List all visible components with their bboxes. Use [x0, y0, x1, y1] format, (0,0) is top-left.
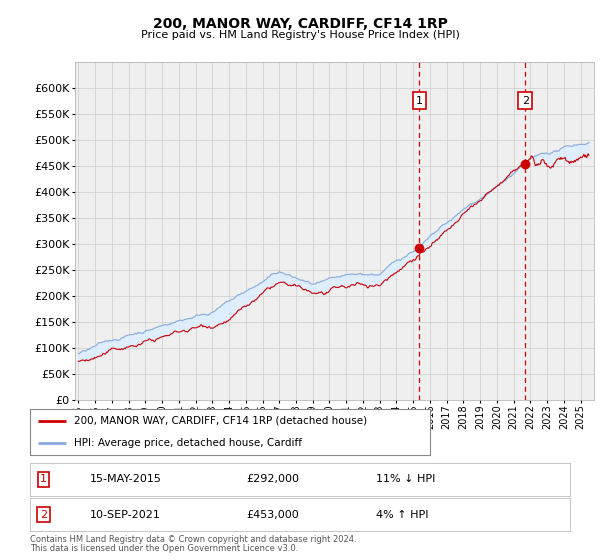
Text: 15-MAY-2015: 15-MAY-2015 — [89, 474, 161, 484]
Text: £453,000: £453,000 — [246, 510, 299, 520]
Text: 1: 1 — [416, 96, 423, 106]
Text: £292,000: £292,000 — [246, 474, 299, 484]
Text: 200, MANOR WAY, CARDIFF, CF14 1RP (detached house): 200, MANOR WAY, CARDIFF, CF14 1RP (detac… — [74, 416, 367, 426]
Text: 4% ↑ HPI: 4% ↑ HPI — [376, 510, 428, 520]
Text: 10-SEP-2021: 10-SEP-2021 — [89, 510, 160, 520]
Text: This data is licensed under the Open Government Licence v3.0.: This data is licensed under the Open Gov… — [30, 544, 298, 553]
Text: 200, MANOR WAY, CARDIFF, CF14 1RP: 200, MANOR WAY, CARDIFF, CF14 1RP — [152, 17, 448, 31]
Text: 1: 1 — [40, 474, 47, 484]
Text: Contains HM Land Registry data © Crown copyright and database right 2024.: Contains HM Land Registry data © Crown c… — [30, 535, 356, 544]
Text: 2: 2 — [521, 96, 529, 106]
Text: Price paid vs. HM Land Registry's House Price Index (HPI): Price paid vs. HM Land Registry's House … — [140, 30, 460, 40]
Text: 2: 2 — [40, 510, 47, 520]
Text: 11% ↓ HPI: 11% ↓ HPI — [376, 474, 435, 484]
Text: HPI: Average price, detached house, Cardiff: HPI: Average price, detached house, Card… — [74, 438, 302, 448]
